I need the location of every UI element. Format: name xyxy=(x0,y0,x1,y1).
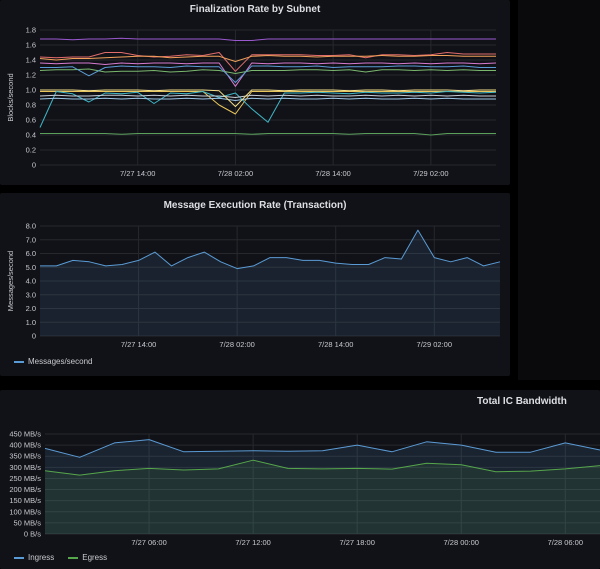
x-tick-label: 7/28 02:00 xyxy=(218,169,253,178)
series-line xyxy=(40,133,496,136)
series-line xyxy=(39,52,496,72)
x-tick-label: 7/28 14:00 xyxy=(315,169,350,178)
y-tick-label: 0 xyxy=(32,332,36,341)
series-line xyxy=(44,459,600,476)
finalization-panel-title: Finalization Rate by Subnet xyxy=(189,4,321,15)
legend-item-ingress[interactable]: Ingress xyxy=(14,553,54,562)
message-execution-panel: Message Execution Rate (Transaction) 0 1.… xyxy=(0,193,510,376)
x-tick-label: 7/29 02:00 xyxy=(417,340,452,349)
y-tick-label: 0 B/s xyxy=(24,530,41,539)
series-line xyxy=(40,91,496,115)
finalization-rate-panel: Finalization Rate by Subnet 0 0.2 0.4 0.6 0.… xyxy=(0,0,510,185)
series-line xyxy=(44,439,600,458)
bandwidth-chart: 0 B/s 50 MB/s 100 MB/s 150 MB/s 200 MB/s 250 … xyxy=(9,430,600,547)
y-tick-label: 8.0 xyxy=(26,222,36,231)
y-tick-label: 450 MB/s xyxy=(9,430,41,439)
x-tick-label: 7/28 06:00 xyxy=(548,538,583,547)
y-tick-label: 0.4 xyxy=(26,131,36,140)
y-tick-label: 400 MB/s xyxy=(9,441,41,450)
y-tick-label: 4.0 xyxy=(26,277,36,286)
y-tick-label: 1.2 xyxy=(26,71,36,80)
finalization-chart: 0 0.2 0.4 0.6 0.8 1.0 1.2 1.4 1.6 1.8 7/27 14:00 7/… xyxy=(6,26,497,178)
series-area xyxy=(45,439,600,534)
x-tick-label: 7/28 14:00 xyxy=(318,340,353,349)
y-tick-label: 0.2 xyxy=(26,146,36,155)
y-axis-label: Blocks/second xyxy=(6,73,15,121)
messages-panel-title: Message Execution Rate (Transaction) xyxy=(163,200,347,211)
y-tick-label: 100 MB/s xyxy=(9,507,41,516)
series-line xyxy=(39,68,496,74)
bandwidth-panel-title: Total IC Bandwidth xyxy=(477,396,567,407)
y-tick-label: 0.8 xyxy=(26,101,36,110)
y-tick-label: 300 MB/s xyxy=(9,463,41,472)
x-tick-label: 7/29 02:00 xyxy=(413,169,448,178)
legend-swatch-messages xyxy=(14,360,24,363)
messages-legend: Messages/second xyxy=(14,357,92,366)
legend-label-messages: Messages/second xyxy=(28,357,93,366)
x-tick-label: 7/27 18:00 xyxy=(339,538,374,547)
series-line xyxy=(39,94,496,98)
series-line xyxy=(40,229,501,270)
y-tick-label: 2.0 xyxy=(26,304,36,313)
legend-label-egress: Egress xyxy=(82,553,108,562)
y-tick-label: 0.6 xyxy=(26,116,36,125)
y-tick-label: 6.0 xyxy=(26,249,36,258)
y-tick-label: 1.0 xyxy=(26,86,36,95)
x-tick-label: 7/27 14:00 xyxy=(121,340,156,349)
legend-swatch-ingress xyxy=(14,556,24,559)
y-tick-label: 1.6 xyxy=(26,41,36,50)
side-panel xyxy=(518,0,600,380)
y-tick-label: 3.0 xyxy=(26,290,36,299)
y-tick-label: 0 xyxy=(32,161,36,170)
series-area xyxy=(40,230,500,336)
y-tick-label: 350 MB/s xyxy=(9,452,41,461)
x-tick-label: 7/27 06:00 xyxy=(131,538,166,547)
legend-item-egress[interactable]: Egress xyxy=(68,553,107,562)
y-tick-label: 5.0 xyxy=(26,263,36,272)
legend-label-ingress: Ingress xyxy=(28,553,55,562)
y-tick-label: 1.0 xyxy=(26,318,36,327)
series-line xyxy=(40,37,496,41)
legend-swatch-egress xyxy=(68,556,79,559)
series-line xyxy=(39,91,497,128)
y-tick-label: 250 MB/s xyxy=(9,474,41,483)
series-line xyxy=(39,97,496,101)
y-tick-label: 7.0 xyxy=(26,235,36,244)
bandwidth-legend: Ingress Egress xyxy=(14,553,107,562)
series-line xyxy=(40,89,496,107)
series-line xyxy=(39,55,496,62)
x-tick-label: 7/28 02:00 xyxy=(219,340,254,349)
y-tick-label: 200 MB/s xyxy=(9,485,41,494)
series-line xyxy=(39,62,497,87)
y-tick-label: 1.8 xyxy=(26,26,36,35)
y-axis-label: Messages/second xyxy=(6,251,15,311)
messages-chart: 0 1.0 2.0 3.0 4.0 5.0 6.0 7.0 8.0 7/27 14:00 7/28 … xyxy=(6,222,501,349)
bandwidth-panel: Total IC Bandwidth 0 B/s 50 MB/s 100 MB/s 1… xyxy=(0,390,600,569)
x-tick-label: 7/27 14:00 xyxy=(120,169,155,178)
y-tick-label: 1.4 xyxy=(26,56,36,65)
y-tick-label: 50 MB/s xyxy=(13,518,41,527)
x-tick-label: 7/27 12:00 xyxy=(235,538,270,547)
legend-item-messages[interactable]: Messages/second xyxy=(14,357,92,366)
y-tick-label: 150 MB/s xyxy=(9,496,41,505)
series-line xyxy=(40,65,496,83)
series-area xyxy=(45,460,600,534)
x-tick-label: 7/28 00:00 xyxy=(444,538,479,547)
